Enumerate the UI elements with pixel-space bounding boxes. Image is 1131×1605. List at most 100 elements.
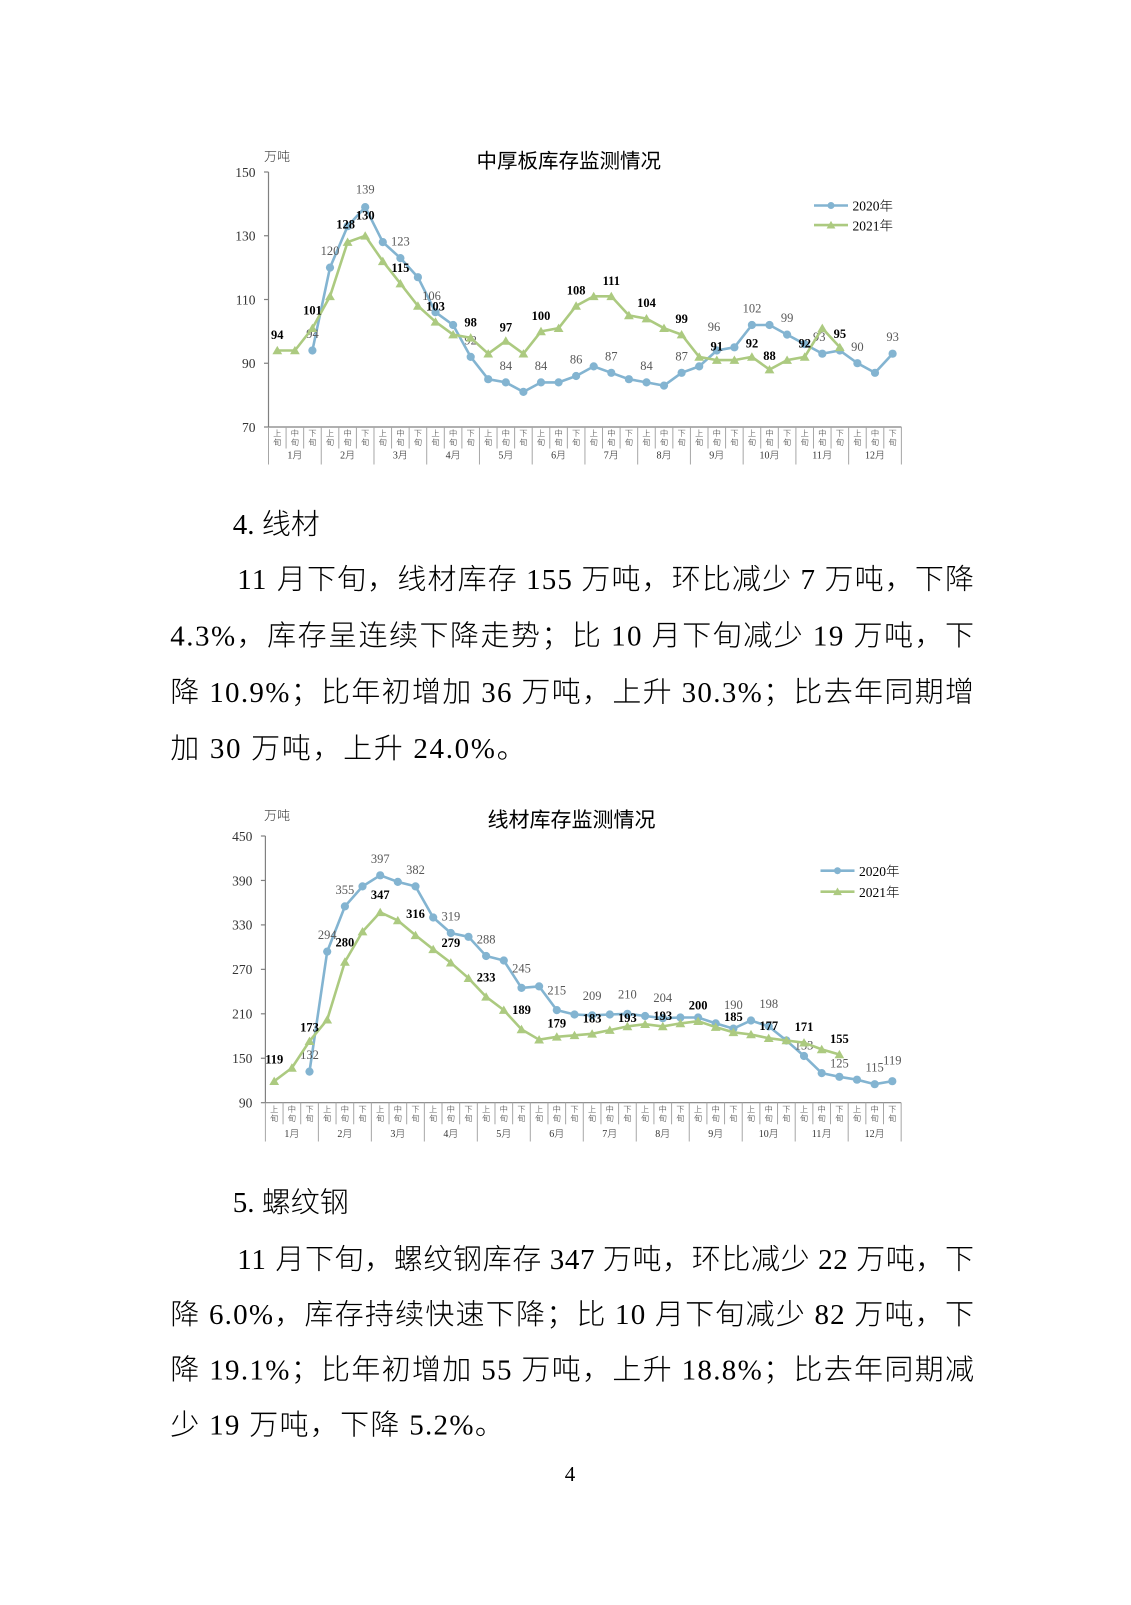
- svg-text:4.3%: 4.3%: [170, 620, 236, 652]
- svg-text:319: 319: [441, 910, 460, 924]
- svg-text:190: 190: [724, 998, 743, 1012]
- svg-text:198: 198: [759, 997, 778, 1011]
- svg-text:173: 173: [300, 1021, 319, 1035]
- svg-text:8: 8: [657, 451, 662, 462]
- svg-text:90: 90: [239, 1096, 253, 1111]
- svg-text:270: 270: [232, 962, 253, 977]
- svg-text:183: 183: [583, 1011, 602, 1025]
- svg-text:171: 171: [795, 1020, 814, 1034]
- svg-text:7: 7: [604, 451, 609, 462]
- svg-text:4: 4: [446, 451, 451, 462]
- svg-text:139: 139: [356, 183, 375, 197]
- svg-text:88: 88: [763, 349, 776, 363]
- svg-text:5: 5: [496, 1129, 501, 1140]
- svg-text:99: 99: [675, 312, 688, 326]
- svg-text:110: 110: [236, 292, 256, 307]
- svg-text:155: 155: [830, 1032, 849, 1046]
- svg-text:200: 200: [689, 999, 708, 1013]
- svg-text:128: 128: [336, 218, 355, 232]
- svg-text:10: 10: [615, 1299, 646, 1331]
- svg-text:11: 11: [237, 564, 267, 596]
- svg-text:36: 36: [481, 677, 513, 709]
- svg-text:90: 90: [851, 340, 864, 354]
- svg-text:397: 397: [371, 852, 390, 866]
- svg-text:87: 87: [605, 349, 618, 363]
- svg-text:245: 245: [512, 961, 531, 975]
- svg-text:279: 279: [441, 936, 460, 950]
- svg-text:316: 316: [406, 907, 425, 921]
- svg-text:11: 11: [237, 1244, 266, 1276]
- svg-text:92: 92: [798, 336, 811, 350]
- svg-text:125: 125: [830, 1056, 849, 1070]
- svg-text:84: 84: [500, 359, 513, 373]
- svg-text:215: 215: [547, 984, 566, 998]
- svg-text:210: 210: [618, 987, 637, 1001]
- svg-text:2: 2: [340, 451, 345, 462]
- svg-text:2: 2: [337, 1129, 342, 1140]
- svg-text:12: 12: [865, 451, 875, 462]
- svg-text:233: 233: [477, 970, 496, 984]
- svg-text:6.0%: 6.0%: [209, 1299, 274, 1331]
- svg-text:12: 12: [865, 1129, 875, 1140]
- svg-text:86: 86: [570, 353, 583, 367]
- svg-text:22: 22: [818, 1244, 848, 1276]
- svg-text:9: 9: [708, 1129, 713, 1140]
- svg-text:92: 92: [746, 336, 759, 350]
- svg-text:70: 70: [242, 420, 256, 435]
- svg-text:288: 288: [477, 933, 496, 947]
- svg-text:95: 95: [834, 327, 847, 341]
- svg-text:103: 103: [426, 299, 445, 313]
- svg-text:4: 4: [443, 1129, 448, 1140]
- svg-text:106: 106: [422, 289, 441, 303]
- svg-text:4.: 4.: [233, 509, 255, 541]
- svg-text:94: 94: [271, 328, 284, 342]
- svg-text:3: 3: [390, 1129, 395, 1140]
- svg-text:130: 130: [356, 208, 375, 222]
- svg-text:7: 7: [602, 1129, 607, 1140]
- svg-text:11: 11: [812, 1129, 822, 1140]
- svg-text:2021: 2021: [859, 885, 886, 900]
- svg-text:19: 19: [209, 1410, 241, 1442]
- svg-text:7: 7: [801, 564, 817, 596]
- svg-text:382: 382: [406, 863, 425, 877]
- svg-text:30.3%: 30.3%: [682, 677, 764, 709]
- svg-text:101: 101: [303, 304, 322, 318]
- svg-text:209: 209: [583, 989, 602, 1003]
- svg-text:450: 450: [232, 829, 253, 844]
- svg-text:280: 280: [335, 935, 354, 949]
- svg-text:6: 6: [549, 1129, 554, 1140]
- svg-text:2020: 2020: [859, 864, 886, 879]
- svg-text:100: 100: [532, 309, 551, 323]
- svg-text:102: 102: [743, 302, 762, 316]
- svg-text:24.0%: 24.0%: [413, 733, 496, 765]
- svg-text:104: 104: [637, 296, 657, 310]
- svg-text:120: 120: [321, 244, 340, 258]
- svg-text:87: 87: [675, 349, 688, 363]
- svg-text:150: 150: [232, 1051, 253, 1066]
- svg-text:155: 155: [526, 564, 573, 596]
- svg-text:3: 3: [393, 451, 398, 462]
- svg-text:355: 355: [335, 883, 354, 897]
- svg-text:189: 189: [512, 1003, 531, 1017]
- svg-text:30: 30: [210, 733, 242, 765]
- svg-text:11: 11: [812, 451, 822, 462]
- svg-text:4: 4: [565, 1462, 576, 1486]
- svg-text:130: 130: [235, 229, 256, 244]
- svg-text:97: 97: [500, 320, 513, 334]
- svg-text:99: 99: [781, 311, 794, 325]
- svg-text:10: 10: [760, 451, 770, 462]
- svg-text:330: 330: [232, 918, 253, 933]
- svg-text:5.2%: 5.2%: [409, 1410, 475, 1442]
- svg-text:10: 10: [611, 620, 643, 652]
- svg-text:84: 84: [535, 359, 548, 373]
- svg-text:19: 19: [813, 620, 845, 652]
- svg-text:193: 193: [618, 1011, 637, 1025]
- svg-text:1: 1: [284, 1129, 289, 1140]
- svg-text:82: 82: [814, 1299, 845, 1331]
- svg-text:204: 204: [653, 991, 673, 1005]
- svg-text:18.8%: 18.8%: [682, 1354, 764, 1386]
- svg-text:9: 9: [709, 451, 714, 462]
- svg-text:6: 6: [551, 451, 556, 462]
- svg-text:1: 1: [287, 451, 292, 462]
- svg-text:93: 93: [886, 330, 899, 344]
